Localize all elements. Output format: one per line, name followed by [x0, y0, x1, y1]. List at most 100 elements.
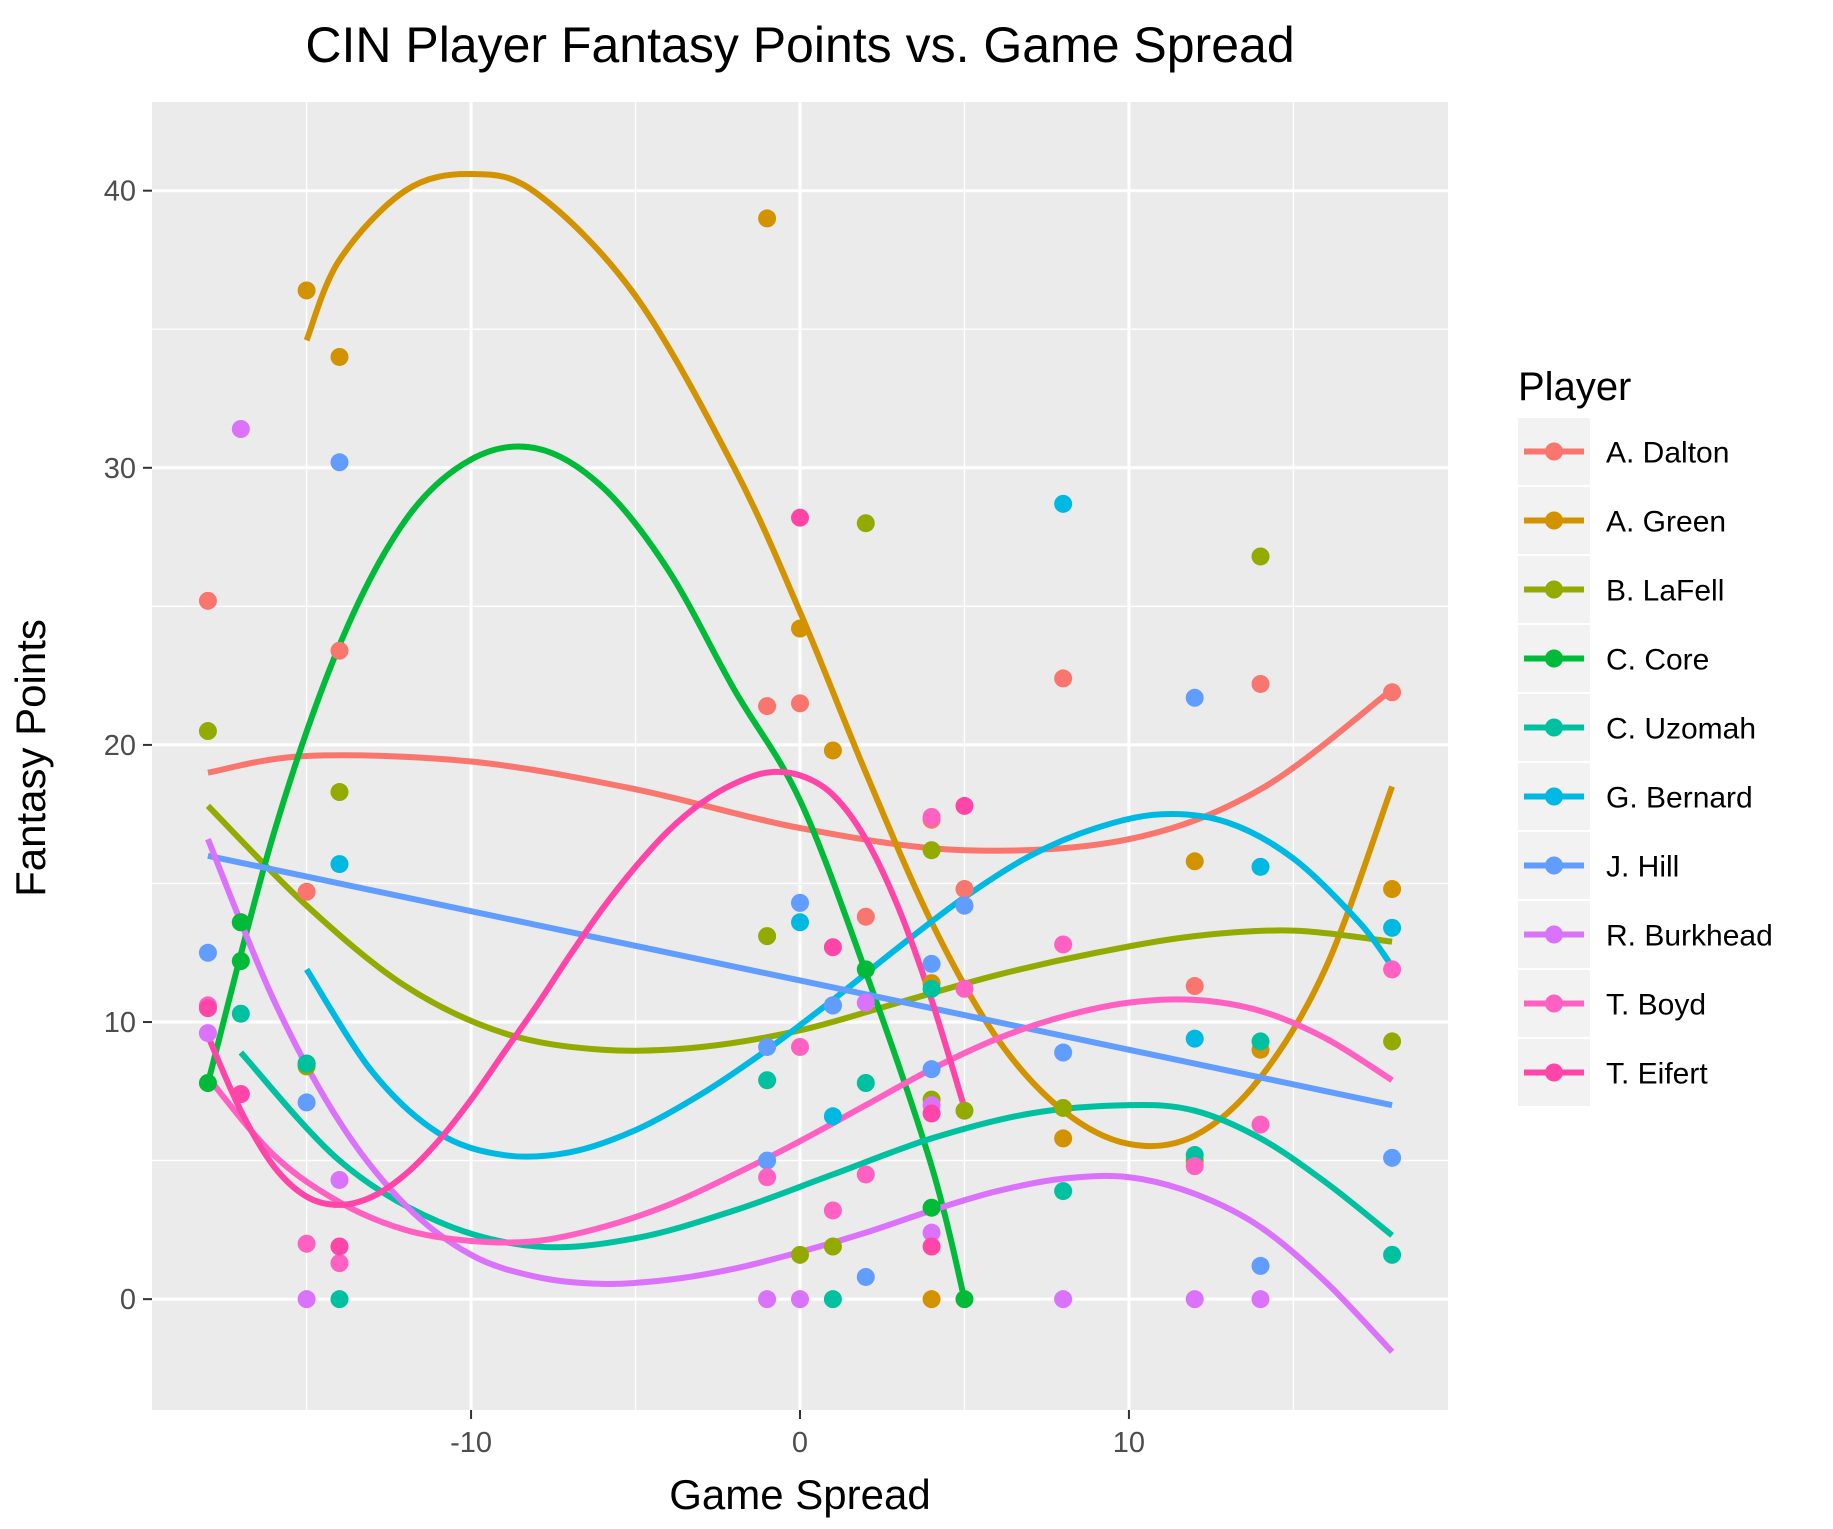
- point-r-burkhead: [330, 1170, 349, 1189]
- y-tick-label: 30: [104, 453, 136, 485]
- legend-key-point: [1545, 925, 1563, 944]
- legend-key-r-burkhead: [1518, 901, 1590, 968]
- legend-label-a-dalton: A. Dalton: [1606, 437, 1729, 470]
- point-r-burkhead: [297, 1290, 316, 1309]
- curve-c-core: [205, 443, 968, 1300]
- chart-title: CIN Player Fantasy Points vs. Game Sprea…: [305, 17, 1294, 73]
- point-a-green: [1054, 1129, 1073, 1148]
- point-a-green: [791, 619, 809, 638]
- y-tick-label: 20: [104, 730, 136, 762]
- point-a-dalton: [297, 882, 316, 901]
- point-c-uzomah: [1383, 1245, 1402, 1264]
- curve-a-green: [303, 171, 1395, 1150]
- point-g-bernard: [1054, 494, 1073, 513]
- point-j-hill: [922, 1060, 941, 1079]
- legend-label-t-boyd: T. Boyd: [1606, 989, 1706, 1022]
- point-c-uzomah: [922, 979, 941, 998]
- point-c-core: [231, 913, 250, 932]
- point-b-lafell: [1383, 1032, 1402, 1051]
- legend-key-point: [1545, 994, 1563, 1013]
- legend-label-g-bernard: G. Bernard: [1606, 782, 1753, 815]
- y-tick-label: 0: [120, 1284, 136, 1316]
- legend-key-point: [1545, 442, 1563, 461]
- point-t-boyd: [1383, 960, 1402, 979]
- point-t-boyd: [1054, 935, 1073, 954]
- legend: Player A. Dalton A. Green B. LaFell C. Core…: [1518, 365, 1773, 1106]
- point-b-lafell: [198, 722, 217, 741]
- legend-key-c-core: [1518, 625, 1590, 692]
- point-j-hill: [330, 453, 349, 472]
- point-b-lafell: [955, 1101, 974, 1120]
- point-j-hill: [1054, 1043, 1073, 1062]
- point-b-lafell: [1251, 547, 1270, 566]
- legend-key-point: [1545, 787, 1563, 806]
- legend-key-point: [1545, 1063, 1563, 1082]
- curve-t-boyd: [205, 996, 1394, 1246]
- point-t-boyd: [297, 1234, 316, 1253]
- y-tick-label: 40: [104, 176, 136, 208]
- point-a-dalton: [1383, 683, 1402, 702]
- legend-title: Player: [1518, 365, 1631, 409]
- point-r-burkhead: [922, 1223, 941, 1242]
- y-tick-label: 10: [104, 1007, 136, 1039]
- point-c-uzomah: [823, 1290, 842, 1309]
- point-c-core: [955, 1290, 974, 1309]
- legend-key-j-hill: [1518, 832, 1590, 899]
- point-c-uzomah: [1251, 1032, 1270, 1051]
- point-a-dalton: [758, 697, 777, 716]
- legend-label-c-core: C. Core: [1606, 644, 1709, 677]
- curve-c-uzomah: [238, 1050, 1394, 1251]
- point-t-boyd: [856, 1165, 875, 1184]
- x-tick-label: -10: [450, 1427, 492, 1459]
- point-t-eifert: [955, 796, 974, 815]
- point-c-uzomah: [297, 1054, 316, 1073]
- point-j-hill: [1383, 1148, 1402, 1167]
- point-b-lafell: [330, 783, 349, 802]
- point-g-bernard: [791, 913, 809, 932]
- point-b-lafell: [823, 1237, 842, 1256]
- point-r-burkhead: [1251, 1290, 1270, 1309]
- point-j-hill: [823, 996, 842, 1015]
- point-a-dalton: [198, 591, 217, 610]
- point-t-boyd: [955, 979, 974, 998]
- point-a-green: [297, 281, 316, 300]
- point-t-eifert: [791, 508, 809, 527]
- legend-key-point: [1545, 856, 1563, 875]
- point-c-uzomah: [856, 1074, 875, 1092]
- point-g-bernard: [330, 855, 349, 874]
- point-a-green: [330, 347, 349, 366]
- curve-a-dalton: [207, 687, 1394, 854]
- legend-label-b-lafell: B. LaFell: [1606, 575, 1724, 608]
- point-j-hill: [922, 954, 941, 973]
- grid-major: [152, 102, 1448, 1410]
- y-axis-label: Fantasy Points: [7, 619, 54, 897]
- point-r-burkhead: [198, 1024, 217, 1043]
- point-t-eifert: [922, 1237, 941, 1256]
- legend-label-a-green: A. Green: [1606, 506, 1726, 539]
- point-c-uzomah: [758, 1071, 777, 1090]
- point-r-burkhead: [1054, 1290, 1073, 1309]
- point-t-eifert: [198, 999, 217, 1018]
- point-t-eifert: [330, 1237, 349, 1256]
- legend-key-a-dalton: [1518, 418, 1590, 485]
- x-tick-label: 10: [1113, 1427, 1145, 1459]
- point-j-hill: [198, 943, 217, 962]
- point-a-green: [1185, 852, 1204, 871]
- point-c-core: [922, 1198, 941, 1217]
- x-tick-label: 0: [792, 1427, 808, 1459]
- point-t-boyd: [791, 1037, 809, 1056]
- point-a-green: [922, 1290, 941, 1309]
- point-j-hill: [758, 1037, 777, 1056]
- legend-key-t-boyd: [1518, 970, 1590, 1037]
- point-c-uzomah: [231, 1004, 250, 1023]
- point-g-bernard: [823, 1107, 842, 1126]
- point-a-green: [823, 741, 842, 760]
- point-t-boyd: [1251, 1115, 1270, 1134]
- point-r-burkhead: [791, 1290, 809, 1309]
- point-r-burkhead: [758, 1290, 777, 1309]
- point-a-green: [758, 209, 777, 228]
- point-b-lafell: [922, 841, 941, 860]
- point-c-uzomah: [330, 1290, 349, 1309]
- point-a-dalton: [330, 641, 349, 660]
